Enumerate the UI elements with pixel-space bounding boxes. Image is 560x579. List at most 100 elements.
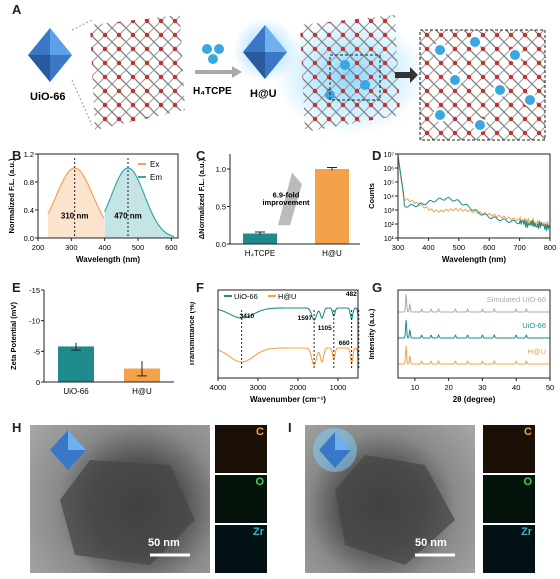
x-axis-label: Wavelength (nm) xyxy=(442,255,506,264)
arrow-right-icon xyxy=(232,66,242,78)
series-label: UiO-66 xyxy=(522,321,546,330)
legend-label: Ex xyxy=(150,160,159,169)
series-line-em xyxy=(104,167,175,238)
panel-label-a: A xyxy=(12,2,22,17)
y-tick-label: 0.8 xyxy=(24,178,34,187)
y-tick-label: 10⁷ xyxy=(384,152,395,159)
plot-frame xyxy=(397,153,551,239)
y-tick-label: 10⁶ xyxy=(383,166,394,173)
eds-label-o: O xyxy=(255,476,264,488)
eds-maps-uio66: C O Zr xyxy=(215,425,267,573)
series-line xyxy=(398,293,550,313)
uio66-label: UiO-66 xyxy=(30,91,65,103)
legend-label: Em xyxy=(150,173,162,182)
y-tick-label: 10² xyxy=(384,222,395,229)
annotation-line2: improvement xyxy=(262,198,310,207)
peak-label: 660 xyxy=(339,340,350,347)
x-tick-label: 4000 xyxy=(210,383,227,392)
series-line xyxy=(398,345,550,365)
peak-label: 3410 xyxy=(240,313,255,320)
y-tick-label: 0.4 xyxy=(24,206,34,215)
y-tick-label: -10 xyxy=(29,317,40,326)
series-label: H@U xyxy=(528,347,546,356)
eds-label-zr: Zr xyxy=(253,526,264,538)
peak-label: 1105 xyxy=(318,325,332,332)
plot-frame xyxy=(397,289,551,379)
x-tick-label: 10 xyxy=(411,383,419,392)
y-axis-label: Zeta Potential (mV) xyxy=(9,302,18,370)
plot-frame xyxy=(37,153,179,239)
panel-g-chart: Simulated UiO-66 UiO-66 H@U 10 20 30 40 50 2θ (d… xyxy=(368,289,554,404)
legend-label: H@U xyxy=(278,292,296,301)
uio66-octahedron-icon xyxy=(50,430,86,470)
x-tick-label: 800 xyxy=(544,243,557,252)
panel-label-g: G xyxy=(372,280,383,295)
series-area-ex xyxy=(48,168,105,238)
panel-label-b: B xyxy=(12,148,22,163)
peak-label: 482 xyxy=(346,291,357,298)
y-axis-label: Transmittance (%) xyxy=(190,301,196,366)
hu-label: H@U xyxy=(250,88,277,100)
x-tick-label: 600 xyxy=(165,243,178,252)
x-tick-label: 20 xyxy=(444,383,452,392)
tem-image-hu: 50 nm xyxy=(305,425,475,573)
y-tick-label: 0.0 xyxy=(216,240,226,249)
y-axis-label: Normalized F.L. (a.u.) xyxy=(7,158,16,234)
panel-label-e: E xyxy=(12,280,21,295)
x-tick-label: 50 xyxy=(546,383,554,392)
uio66-octahedron-icon xyxy=(28,28,72,82)
x-tick-label: H₄TCPE xyxy=(245,249,275,258)
y-tick-label: -5 xyxy=(33,347,40,356)
x-tick-label: 400 xyxy=(98,243,111,252)
x-tick-label: 2000 xyxy=(290,383,307,392)
panel-label-h: H xyxy=(12,420,22,435)
x-tick-label: 700 xyxy=(513,243,526,252)
eds-label-zr: Zr xyxy=(521,526,532,538)
panel-label-c: C xyxy=(196,148,206,163)
x-tick-label: UiO-66 xyxy=(63,387,89,396)
x-tick-label: H@U xyxy=(322,249,342,258)
panel-a-schematic: UiO-66 H₄TCPE H@U xyxy=(28,15,546,141)
legend-label: UiO-66 xyxy=(234,292,258,301)
zoomed-pore-view xyxy=(419,29,546,141)
x-tick-label: 30 xyxy=(478,383,486,392)
y-tick-label: 10⁴ xyxy=(383,194,394,201)
x-tick-label: 500 xyxy=(132,243,145,252)
panel-b-chart: Ex Em 310 nm 470 nm 200 300 400 500 600 0.0 0.4 0.8… xyxy=(7,150,179,264)
improvement-arrow-icon xyxy=(278,172,302,226)
x-tick-label: 600 xyxy=(483,243,496,252)
eds-label-c: C xyxy=(256,426,264,438)
hu-octahedron-icon xyxy=(319,432,351,468)
series-line xyxy=(217,307,359,321)
bar xyxy=(243,233,277,244)
y-tick-label: 10¹ xyxy=(384,236,395,243)
series-line xyxy=(397,155,550,232)
scale-bar-label: 50 nm xyxy=(148,537,180,549)
bar xyxy=(315,169,349,244)
x-axis-label: Wavelength (nm) xyxy=(76,255,140,264)
tem-image-uio66: 50 nm xyxy=(30,425,210,573)
y-tick-label: 10³ xyxy=(384,208,395,215)
y-axis-label: Counts xyxy=(368,183,376,209)
x-tick-label: 500 xyxy=(453,243,466,252)
y-tick-label: 1.2 xyxy=(24,150,34,159)
annotation-310: 310 nm xyxy=(61,211,89,220)
zoom-arrow-icon xyxy=(395,67,418,83)
series-area-em xyxy=(104,168,175,238)
x-tick-label: 1000 xyxy=(330,383,347,392)
x-tick-label: H@U xyxy=(132,387,152,396)
panel-label-d: D xyxy=(372,148,382,163)
panel-label-f: F xyxy=(196,280,204,295)
panel-f-chart: UiO-66 H@U 3410 1597 1105 660 482 4000 3000 2000 1… xyxy=(190,289,360,404)
y-tick-label: 0 xyxy=(36,378,40,387)
eds-maps-hu: C O Zr xyxy=(483,425,535,573)
x-tick-label: 300 xyxy=(65,243,78,252)
x-axis-label: 2θ (degree) xyxy=(453,395,496,404)
panel-e-chart: UiO-66 H@U 0 -5 -10 -15 Zeta Potential (mV) xyxy=(9,286,174,396)
ligand-label: H₄TCPE xyxy=(193,86,232,97)
x-axis-label: Wavenumber (cm⁻¹) xyxy=(250,395,326,404)
y-tick-label: 0.5 xyxy=(216,203,226,212)
x-tick-label: 3000 xyxy=(250,383,267,392)
y-tick-label: 10⁵ xyxy=(383,180,394,187)
series-label: Simulated UiO-66 xyxy=(487,295,546,304)
